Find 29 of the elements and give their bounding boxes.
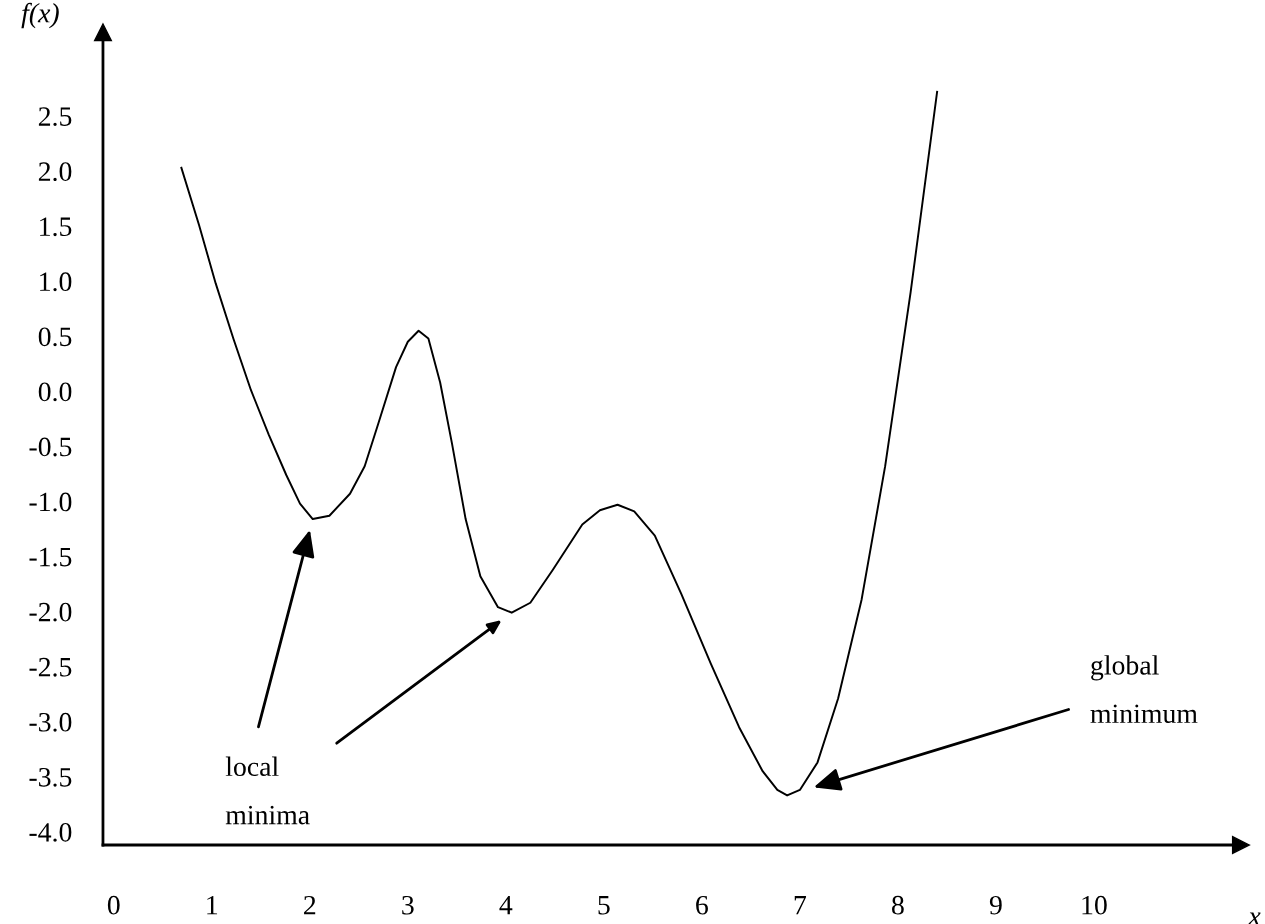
y-tick-label: -0.5 [29, 437, 72, 457]
x-tick-label: 10 [1082, 895, 1107, 915]
x-tick-label: 8 [892, 895, 904, 915]
line-series [180, 90, 939, 797]
y-tick-label: -2.5 [29, 657, 72, 677]
y-tick-label: -3.5 [29, 767, 72, 787]
x-tick-label: 0 [107, 895, 120, 915]
y-tick-label: 0.0 [38, 382, 72, 402]
x-tick-label: 5 [598, 896, 610, 915]
annotation: local minima [225, 756, 310, 825]
x-tick-label: 7 [794, 896, 807, 915]
x-tick-label: 4 [499, 895, 513, 915]
y-tick-label: -1.5 [29, 547, 72, 567]
y-tick-label: 2.0 [38, 162, 72, 182]
y-tick-label: -4.0 [29, 822, 72, 842]
y-tick-label: 2.5 [38, 107, 72, 127]
y-tick-label: 0.5 [38, 327, 72, 347]
y-tick-label: -3.0 [29, 712, 72, 732]
x-tick-label: 3 [402, 895, 414, 915]
y-tick-label: -2.0 [29, 602, 72, 622]
y-tick-label: 1.5 [40, 217, 72, 237]
x-tick-label: 9 [989, 895, 1002, 915]
x-tick-label: 6 [696, 895, 708, 915]
annotation: global minimum [1090, 655, 1198, 724]
x-tick-label: 2 [304, 895, 316, 915]
y-axis-title: f(x) [21, 2, 59, 29]
x-tick-label: 1 [207, 895, 218, 915]
y-tick-label: 1.0 [40, 272, 72, 292]
y-tick-label: -1.0 [29, 492, 72, 512]
